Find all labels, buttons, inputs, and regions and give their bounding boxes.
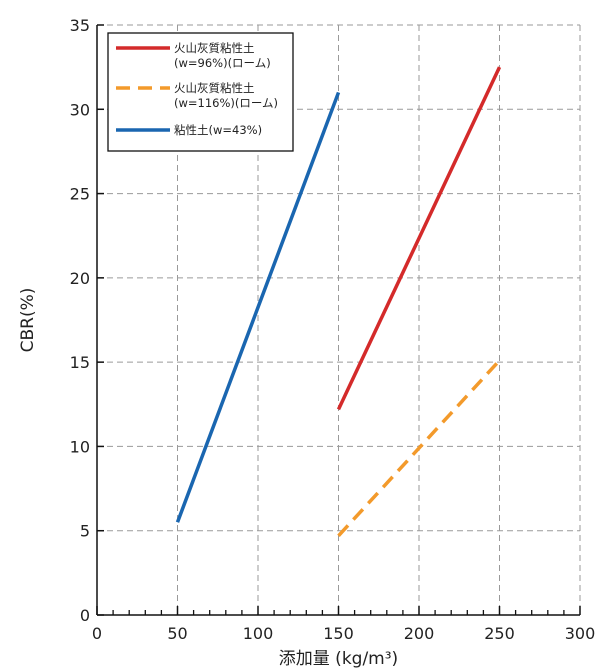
legend-label: (w=96%)(ローム) — [174, 56, 271, 70]
grid — [97, 24, 581, 615]
legend-label: 火山灰質粘性土 — [174, 41, 255, 55]
x-axis-label: 添加量 (kg/m³) — [279, 649, 398, 669]
series-line — [175, 91, 341, 523]
y-tick-label: 25 — [70, 185, 90, 204]
legend-label: 火山灰質粘性土 — [174, 81, 255, 95]
y-tick-label: 20 — [70, 269, 90, 288]
series-lines — [175, 66, 502, 537]
series-line — [336, 66, 502, 411]
x-tick-label: 150 — [323, 624, 354, 643]
y-tick-label: 0 — [80, 606, 90, 625]
y-tick-label: 5 — [80, 522, 90, 541]
legend: 火山灰質粘性土(w=96%)(ローム)火山灰質粘性土(w=116%)(ローム)粘… — [107, 32, 294, 152]
y-tick-label: 10 — [70, 437, 90, 456]
y-tick-label: 35 — [70, 16, 90, 35]
y-axis-label: CBR(%) — [18, 288, 38, 353]
x-tick-label: 0 — [92, 624, 102, 643]
x-tick-label: 250 — [484, 624, 515, 643]
x-tick-label: 300 — [565, 624, 596, 643]
y-tick-label: 30 — [70, 100, 90, 119]
x-tick-label: 200 — [404, 624, 435, 643]
legend-label: (w=116%)(ローム) — [174, 96, 278, 110]
x-tick-label: 100 — [243, 624, 274, 643]
legend-label: 粘性土(w=43%) — [174, 123, 262, 137]
y-tick-label: 15 — [70, 353, 90, 372]
series-line — [337, 359, 501, 537]
x-tick-label: 50 — [167, 624, 187, 643]
axes: 0 5 10 15 20 25 30 35 0 50 100 150 200 250 300 — [70, 16, 596, 643]
